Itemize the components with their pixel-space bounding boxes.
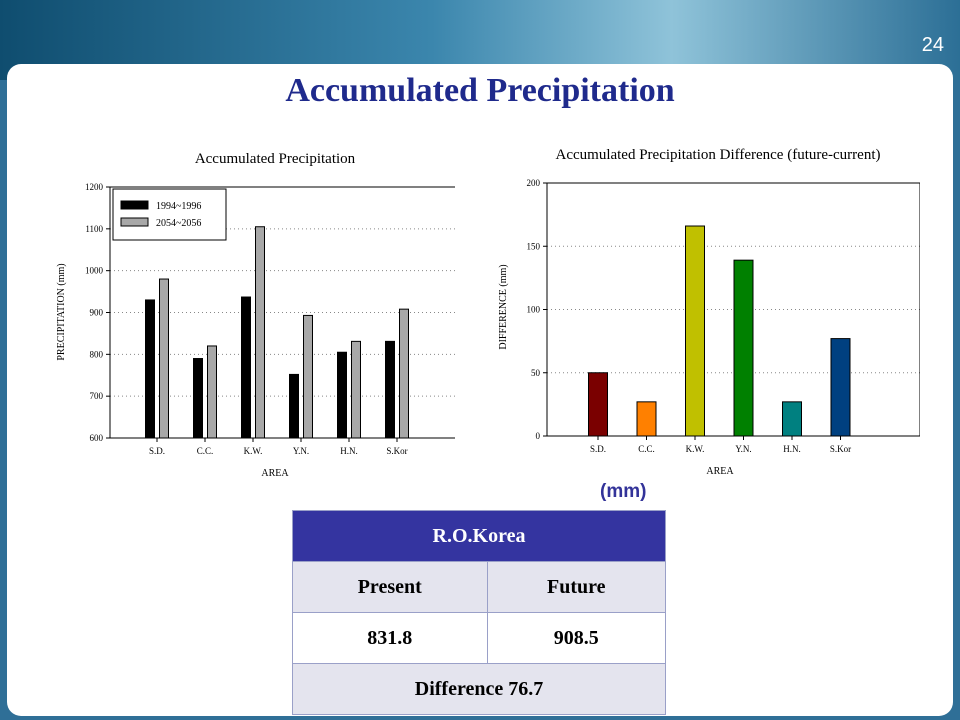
bar-2054-2056-k-w xyxy=(255,226,265,439)
legend-swatch-1994 xyxy=(120,200,149,210)
y-axis-label: DIFFERENCE (mm) xyxy=(498,264,509,349)
table-header: R.O.Korea xyxy=(292,510,666,562)
difference-chart: Accumulated Precipitation Difference (fu… xyxy=(498,147,920,477)
bar-y-n xyxy=(733,259,754,437)
page-number: 24 xyxy=(921,34,944,56)
chart-title: Accumulated Precipitation Difference (fu… xyxy=(556,147,881,163)
y-tick-label: 600 xyxy=(90,433,104,443)
slide-title: Accumulated Precipitation xyxy=(285,72,675,109)
bar-c-c xyxy=(636,401,657,437)
present-value: 831.8 xyxy=(292,612,488,664)
bar-1994-1996-h-n xyxy=(337,351,347,439)
y-tick-label: 1000 xyxy=(85,266,104,276)
legend: 1994~1996 2054~2056 xyxy=(112,188,227,241)
y-axis-label: PRECIPITATION (mm) xyxy=(56,263,67,360)
y-tick-label: 800 xyxy=(90,349,104,359)
x-tick-label: C.C. xyxy=(638,444,655,454)
col-future: Future xyxy=(486,561,667,613)
chart-title: Accumulated Precipitation xyxy=(195,151,356,167)
x-tick-label: Y.N. xyxy=(735,444,751,454)
bars xyxy=(145,226,409,439)
y-tick-label: 50 xyxy=(531,368,541,378)
x-tick-label: H.N. xyxy=(783,444,801,454)
x-axis-label: AREA xyxy=(706,466,734,477)
y-tick-label: 1100 xyxy=(85,224,103,234)
bar-1994-1996-y-n xyxy=(289,373,299,439)
x-axis-label: AREA xyxy=(261,468,289,479)
y-tick-label: 700 xyxy=(90,391,104,401)
col-present: Present xyxy=(292,561,488,613)
bar-h-n xyxy=(782,401,802,437)
y-tick-label: 100 xyxy=(527,305,541,315)
bar-k-w xyxy=(685,225,705,437)
y-axis-ticks: 600 700 800 900 1000 1100 1200 xyxy=(85,182,110,443)
x-axis-ticks: S.D. C.C. K.W. Y.N. H.N. S.Kor xyxy=(149,438,408,456)
bar-2054-2056-s-kor xyxy=(399,308,409,439)
legend-swatch-2054 xyxy=(120,217,149,227)
x-tick-label: H.N. xyxy=(340,446,358,456)
bar-1994-1996-k-w xyxy=(241,296,251,439)
legend-label-2054: 2054~2056 xyxy=(156,218,201,229)
bar-s-kor xyxy=(830,338,851,437)
future-value: 908.5 xyxy=(486,612,667,664)
bar-1994-1996-s-d xyxy=(145,299,155,439)
y-axis-ticks: 0 50 100 150 200 xyxy=(527,178,547,441)
bars xyxy=(588,225,851,437)
legend-box xyxy=(112,188,227,241)
precipitation-chart: Accumulated Precipitation 600 700 800 900 10… xyxy=(56,151,455,479)
bar-2054-2056-y-n xyxy=(303,314,313,439)
x-tick-label: K.W. xyxy=(686,444,705,454)
bar-s-d xyxy=(588,372,608,437)
y-tick-label: 1200 xyxy=(85,182,104,192)
bar-1994-1996-c-c xyxy=(193,358,203,439)
bar-1994-1996-s-kor xyxy=(385,340,395,439)
bar-2054-2056-s-d xyxy=(159,278,169,439)
x-tick-label: S.Kor xyxy=(830,444,851,454)
korea-summary-table: R.O.Korea Present Future 831.8 908.5 Dif… xyxy=(292,510,667,715)
y-tick-label: 0 xyxy=(536,431,541,441)
difference-value: Difference 76.7 xyxy=(292,663,666,715)
x-axis-ticks: S.D. C.C. K.W. Y.N. H.N. S.Kor xyxy=(590,436,851,454)
x-tick-label: Y.N. xyxy=(293,446,309,456)
x-tick-label: S.D. xyxy=(590,444,606,454)
bar-2054-2056-c-c xyxy=(207,345,217,439)
x-tick-label: K.W. xyxy=(244,446,263,456)
y-tick-label: 150 xyxy=(527,241,541,251)
x-tick-label: S.Kor xyxy=(386,446,407,456)
x-tick-label: S.D. xyxy=(149,446,165,456)
y-tick-label: 200 xyxy=(527,178,541,188)
legend-label-1994: 1994~1996 xyxy=(156,201,201,212)
bar-2054-2056-h-n xyxy=(351,340,361,439)
y-tick-label: 900 xyxy=(90,308,104,318)
x-tick-label: C.C. xyxy=(197,446,214,456)
unit-label: (mm) xyxy=(600,481,647,502)
